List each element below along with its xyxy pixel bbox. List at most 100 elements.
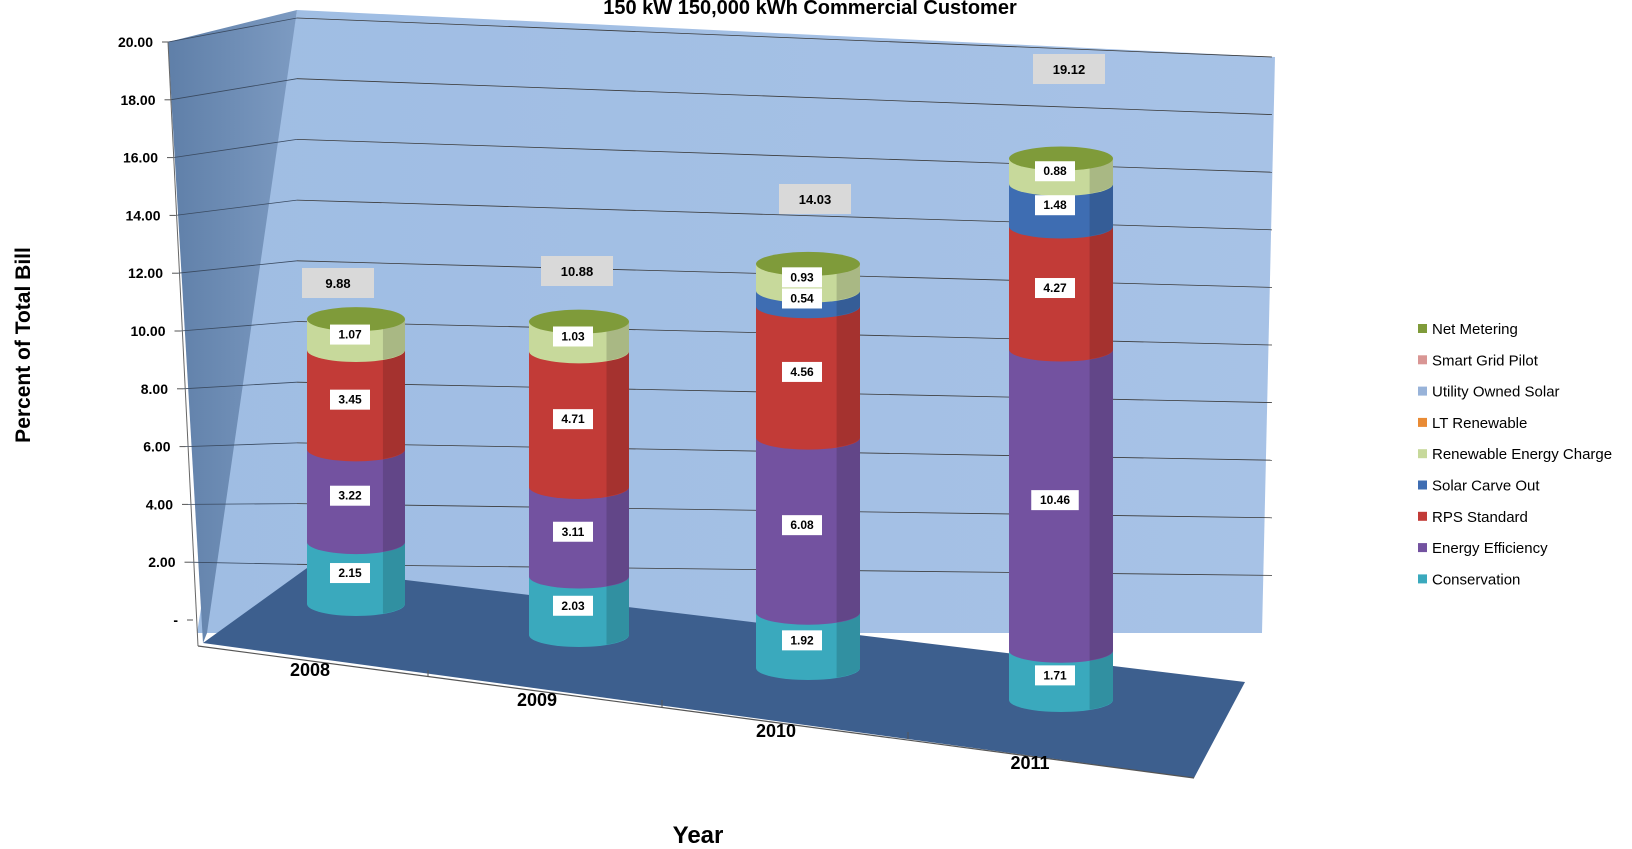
legend-swatch <box>1418 324 1427 333</box>
data-label: 0.88 <box>1043 164 1067 178</box>
y-tick-label: 16.00 <box>123 150 158 166</box>
data-label: 0.54 <box>790 291 814 305</box>
y-tick-label: 14.00 <box>125 207 160 223</box>
total-label-box <box>1033 54 1105 84</box>
bar-segment-shade <box>1089 349 1113 661</box>
gridline-side <box>182 381 298 390</box>
legend-swatch <box>1418 386 1427 396</box>
data-label-box <box>1031 490 1079 511</box>
data-label-box <box>330 485 370 506</box>
bar-segment-shade <box>606 351 629 497</box>
bar-segment-shade <box>1089 226 1113 360</box>
y-tick-label: 4.00 <box>146 496 173 512</box>
x-axis-label: Year <box>673 822 724 849</box>
data-label: 10.46 <box>1040 493 1070 507</box>
x-tick-label: 2008 <box>290 660 330 680</box>
chart-title: 150 kW 150,000 kWh Commercial Customer <box>603 0 1017 19</box>
bar-segment-shade <box>1089 650 1113 710</box>
data-label-box <box>1035 665 1075 686</box>
bar-segment-shade <box>606 321 629 361</box>
legend-label: Renewable Energy Charge <box>1432 446 1612 463</box>
total-label-box <box>302 268 374 298</box>
data-label-box <box>330 563 370 584</box>
bar-segment-shade <box>606 576 629 645</box>
gridline-side <box>167 17 298 43</box>
y-tick-label: 12.00 <box>128 265 163 281</box>
y-tick-label: 20.00 <box>118 34 153 50</box>
bar-segment-shade <box>1089 183 1113 237</box>
data-label-box <box>553 521 593 542</box>
y-tick-label: 10.00 <box>130 323 165 339</box>
legend-item: Utility Owned Solar <box>1418 384 1560 401</box>
y-tick-label: 2.00 <box>148 554 175 570</box>
data-label: 2.15 <box>338 566 362 580</box>
y-tick-label: 6.00 <box>143 439 170 455</box>
y-axis-ticks: - 2.00 4.00 6.00 8.00 10.00 12.00 14.00 16.00 18.… <box>118 34 193 628</box>
gridline-side <box>190 561 298 565</box>
bar-segment-shade <box>606 486 629 587</box>
total-label: 9.88 <box>325 276 350 291</box>
bar-segment-shade <box>382 542 405 614</box>
data-label: 4.27 <box>1043 281 1067 295</box>
gridline-side <box>177 260 298 274</box>
total-label-box <box>541 256 613 286</box>
legend-item: RPS Standard <box>1418 509 1528 526</box>
x-tick-label: 2009 <box>517 690 557 710</box>
data-label: 1.48 <box>1043 198 1067 212</box>
legend-item: Net Metering <box>1418 321 1518 338</box>
data-label-box <box>1035 278 1075 299</box>
legend-item: Conservation <box>1418 571 1520 588</box>
data-label: 4.56 <box>790 365 814 379</box>
bar-segment-shade <box>836 612 860 678</box>
gridline <box>296 78 1273 115</box>
data-label-box <box>782 267 822 288</box>
legend-label: Conservation <box>1432 571 1520 588</box>
data-label: 4.71 <box>561 412 585 426</box>
legend-item: Smart Grid Pilot <box>1418 352 1539 369</box>
y-tick-label: 18.00 <box>120 92 155 108</box>
gridline-side <box>172 139 298 158</box>
x-axis-ticks: 2008 2009 2010 2011 <box>290 660 1050 773</box>
data-label: 3.11 <box>562 525 585 539</box>
x-axis-line <box>197 645 1195 779</box>
data-label-box <box>782 361 822 382</box>
data-label-box <box>330 324 370 345</box>
data-label-box <box>782 630 822 651</box>
legend-label: Smart Grid Pilot <box>1432 352 1539 369</box>
legend-swatch <box>1418 355 1427 365</box>
data-label: 3.45 <box>338 393 362 407</box>
x-tick-label: 2011 <box>1010 753 1049 773</box>
data-label: 3.22 <box>338 489 362 503</box>
data-label: 0.93 <box>790 270 814 284</box>
cylinders: 2.15 3.22 3.45 1.07 9.88 2.03 3.11 4.71 1.03 10.8… <box>302 54 1113 712</box>
data-label: 1.07 <box>338 328 362 342</box>
gridline <box>296 17 1273 58</box>
cylinder-2009: 2.03 3.11 4.71 1.03 10.88 <box>529 256 629 647</box>
data-label: 1.71 <box>1043 668 1067 682</box>
data-label: 1.92 <box>790 633 814 647</box>
data-label-box <box>782 515 822 536</box>
total-label: 14.03 <box>799 192 832 207</box>
cylinder-2010: 1.92 6.08 4.56 0.54 0.93 14.03 <box>756 184 860 680</box>
data-label-box <box>1035 195 1075 216</box>
legend-label: Energy Efficiency <box>1432 540 1548 557</box>
data-label-box <box>553 595 593 616</box>
data-label-box <box>330 389 370 410</box>
legend-label: Solar Carve Out <box>1432 478 1540 495</box>
data-label: 1.03 <box>561 329 585 343</box>
bar-segment-shade <box>836 263 860 301</box>
gridline-side <box>175 199 298 216</box>
gridline-side <box>187 503 298 505</box>
y-axis-line <box>167 41 199 647</box>
legend-swatch <box>1418 543 1427 553</box>
gridline-side <box>185 442 298 447</box>
data-label-box <box>553 326 593 347</box>
legend: Net Metering Smart Grid Pilot Utility Owne… <box>1418 321 1612 588</box>
legend-swatch <box>1418 480 1427 490</box>
gridline-side <box>170 78 298 101</box>
bar-segment-shade <box>836 437 860 623</box>
data-label-box <box>1035 161 1075 182</box>
legend-label: Net Metering <box>1432 321 1518 338</box>
cylinder-2011: 1.71 10.46 4.27 1.48 0.88 19.12 <box>1009 54 1113 712</box>
